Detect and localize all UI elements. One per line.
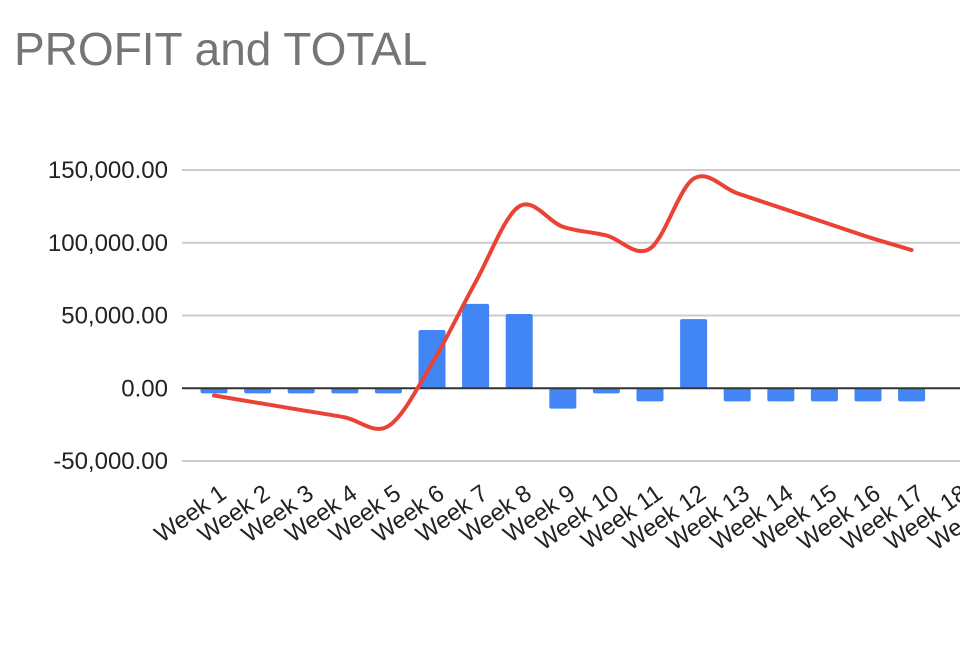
bar [592,388,620,394]
chart-title: PROFIT and TOTAL [14,23,428,75]
bar [462,303,490,389]
total-line [212,174,914,431]
bar [374,388,402,394]
bar [636,388,664,402]
bar [810,388,838,402]
bar-series [200,303,926,409]
bar [505,314,533,389]
bar [244,388,272,394]
y-tick-label: 50,000.00 [61,303,168,330]
bar [767,388,795,402]
bar [854,388,882,402]
bar [200,388,228,394]
bar [723,388,751,402]
y-tick-label: 100,000.00 [48,230,168,257]
y-tick-label: -50,000.00 [53,448,168,475]
grid-lines [182,169,960,462]
y-tick-label: 150,000.00 [48,157,168,184]
bar [898,388,926,402]
bar [331,388,359,394]
y-tick-label: 0.00 [121,375,168,402]
bar [680,319,708,389]
line-series [212,174,914,431]
bar [549,388,577,409]
y-axis-ticks: 150,000.00 100,000.00 50,000.00 0.00 -50,000… [48,157,168,475]
bar [287,388,315,394]
